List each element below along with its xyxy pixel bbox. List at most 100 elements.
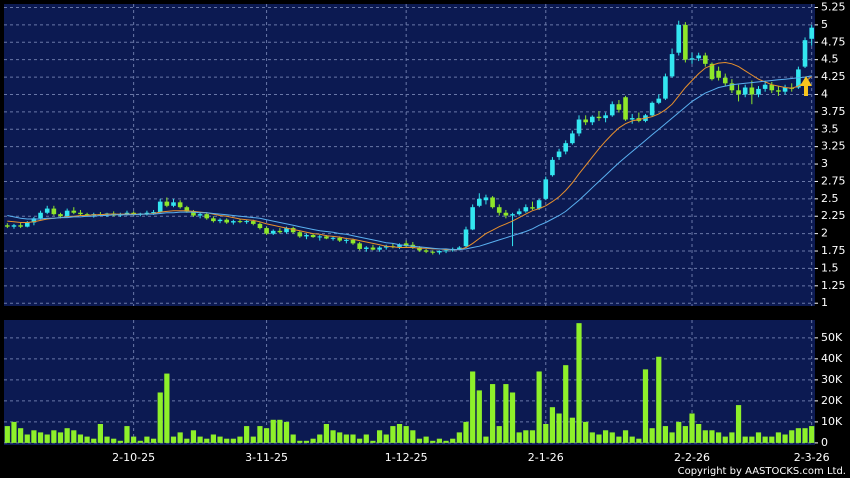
price-panel (4, 4, 815, 306)
y-tick-label: 10K (821, 415, 843, 428)
candle-body (543, 179, 549, 199)
candle-body (164, 201, 170, 206)
candle-body (224, 219, 229, 223)
volume-bar (430, 440, 436, 443)
candle-body (250, 221, 256, 224)
volume-bar (802, 428, 808, 443)
volume-bar (370, 440, 376, 443)
volume-bar (569, 417, 575, 443)
candle-body (377, 247, 382, 250)
y-tick-label: 1.75 (821, 244, 846, 257)
volume-bar (509, 392, 516, 443)
candle-body (510, 214, 515, 216)
y-tick-label: 20K (821, 394, 843, 407)
candle-body (523, 207, 529, 212)
candle-body (317, 236, 323, 238)
volume-bar (436, 438, 443, 443)
volume-bar (789, 430, 795, 443)
candle-body (157, 201, 163, 213)
candle-body (696, 55, 701, 59)
candle-body (191, 211, 196, 216)
moving-average-line (7, 75, 812, 251)
volume-bar (190, 430, 197, 443)
candle-body (663, 76, 668, 99)
volume-bar (18, 428, 24, 443)
volume-bar (44, 434, 50, 443)
volume-bar (197, 436, 203, 443)
candle-body (749, 87, 755, 95)
y-tick-label: 4.5 (821, 53, 839, 66)
volume-bar (283, 421, 290, 443)
candle-body (310, 235, 316, 238)
volume-bar (556, 413, 562, 443)
candle-body (616, 104, 622, 110)
volume-bar (456, 432, 462, 443)
volume-bar (237, 436, 243, 443)
candle-body (683, 24, 688, 60)
volume-bar (390, 426, 396, 443)
x-tick-label: 1-12-25 (385, 451, 428, 464)
volume-bar (337, 432, 343, 443)
volume-bar (755, 432, 762, 443)
candle-body (217, 219, 223, 222)
volume-bar (270, 419, 276, 443)
candle-body (756, 88, 761, 95)
candle-body (550, 159, 555, 176)
y-tick-label: 5 (821, 18, 828, 31)
candle-body (363, 247, 369, 249)
volume-bar (729, 432, 735, 443)
volume-bar (709, 430, 715, 443)
y-tick-label: 2 (821, 227, 828, 240)
y-tick-label: 1 (821, 296, 828, 309)
signal-arrow (800, 76, 812, 96)
volume-bar (383, 434, 389, 443)
candle-body (177, 202, 183, 208)
candle-body (742, 87, 748, 95)
candle-body (729, 83, 735, 91)
candle-body (649, 102, 655, 116)
volume-bar (636, 438, 642, 443)
candle-body (84, 214, 90, 216)
candle-body (211, 218, 216, 222)
x-tick-label: 2-1-26 (528, 451, 564, 464)
plot-layer: 1 1.25 1.5 1.75 2 2.25 2.5 2.75 3 3.25 3.5 3.75 4 4.2… (4, 0, 846, 464)
candle-body (357, 243, 362, 249)
candle-body (124, 212, 130, 215)
volume-bar (689, 413, 695, 443)
candle-body (297, 232, 303, 237)
volume-bar (263, 428, 270, 443)
candle-body (503, 212, 509, 216)
volume-bar (696, 423, 702, 443)
volume-bar (476, 390, 482, 443)
candle-body (709, 63, 715, 80)
volume-bar (809, 426, 815, 443)
candle-body (417, 247, 422, 251)
volume-bar (416, 438, 423, 443)
candle-body (476, 198, 482, 206)
volume-bar (64, 428, 70, 443)
volume-bar (656, 356, 662, 443)
candle-body (669, 54, 675, 77)
volume-bar (257, 426, 263, 443)
volume-bar (350, 434, 356, 443)
candle-body (570, 133, 575, 144)
candle-body (457, 247, 462, 249)
volume-bar (563, 365, 569, 443)
candle-body (370, 247, 376, 250)
volume-bar (676, 421, 682, 443)
candle-body (437, 251, 442, 253)
candle-body (290, 228, 296, 233)
candle-body (197, 214, 203, 216)
x-tick-label: 3-11-25 (245, 451, 288, 464)
volume-bar (716, 432, 722, 443)
candle-body (782, 87, 788, 92)
volume-bar (410, 430, 416, 443)
candle-body (596, 116, 602, 119)
y-tick-label: 1.5 (821, 261, 839, 274)
volume-bar (769, 436, 775, 443)
volume-bar (782, 434, 788, 443)
volume-bar (516, 432, 522, 443)
volume-bar (543, 423, 549, 443)
volume-bar (330, 430, 336, 443)
candle-body (337, 237, 343, 241)
